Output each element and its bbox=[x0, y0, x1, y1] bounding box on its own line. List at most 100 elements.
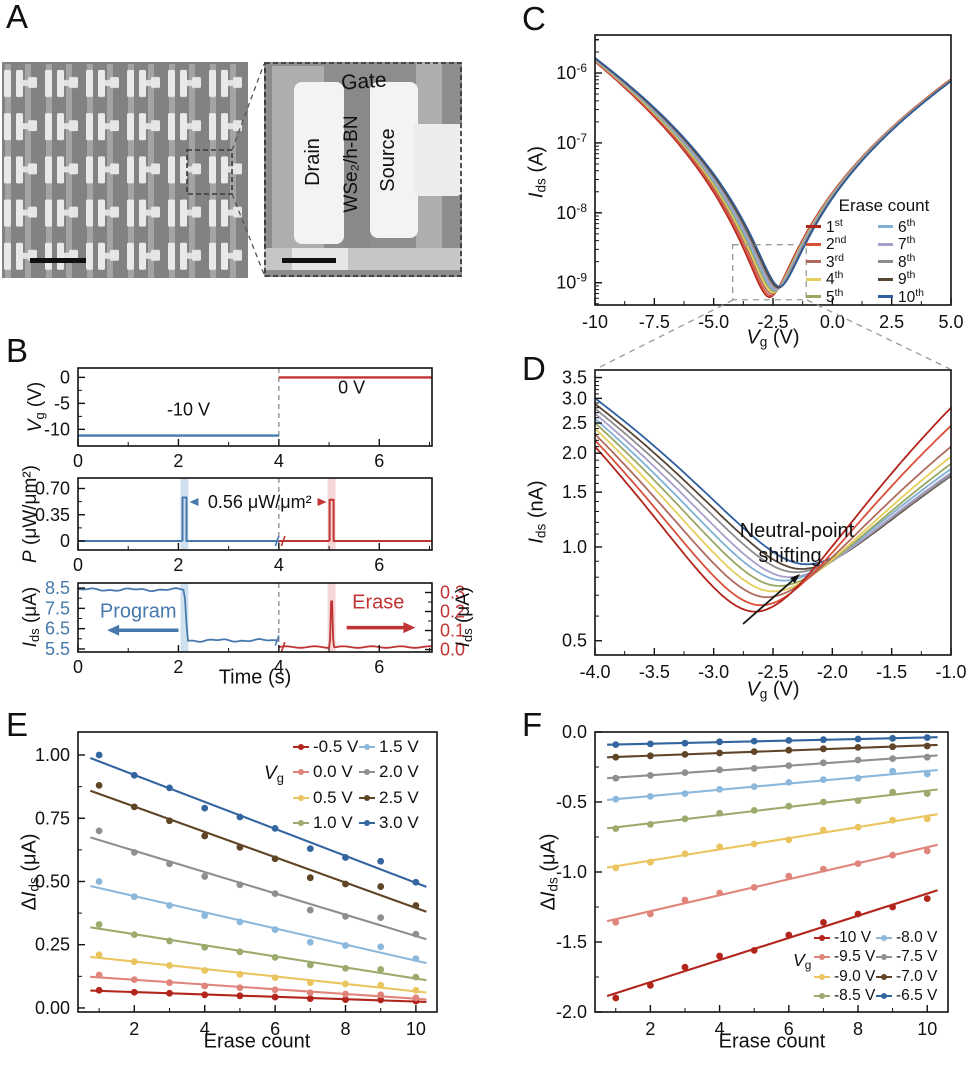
data-point bbox=[236, 948, 244, 956]
data-point bbox=[785, 762, 793, 769]
legend-marker bbox=[359, 767, 375, 777]
tick-label: 0.1 bbox=[440, 621, 465, 641]
legend-item: 8th bbox=[878, 252, 962, 272]
data-point bbox=[889, 755, 897, 762]
f-vg-legend-title: Vg bbox=[793, 950, 812, 973]
tick-label: -2.5 bbox=[757, 662, 788, 682]
gate-label: Gate bbox=[340, 68, 387, 94]
legend-label: -10 V bbox=[834, 928, 872, 946]
data-point bbox=[377, 981, 385, 989]
arrow-head bbox=[317, 498, 327, 506]
legend-item: 1.0 V bbox=[293, 813, 359, 833]
data-point bbox=[130, 771, 138, 779]
data-point bbox=[412, 878, 420, 886]
tick-label: 6 bbox=[270, 1019, 280, 1039]
data-point bbox=[130, 893, 138, 901]
legend-marker bbox=[876, 972, 892, 982]
tick-label: 2 bbox=[173, 657, 183, 677]
legend-color-swatch bbox=[806, 277, 821, 281]
data-point bbox=[750, 748, 758, 755]
legend-marker bbox=[293, 742, 309, 752]
data-point bbox=[306, 979, 314, 987]
legend-label: 0.0 V bbox=[313, 762, 353, 782]
data-point bbox=[95, 781, 103, 789]
legend-item: -6.5 V bbox=[876, 987, 944, 1005]
b3-y-axis-label-left: Ids (μA) bbox=[19, 586, 43, 648]
data-point bbox=[716, 749, 723, 757]
data-point bbox=[785, 836, 793, 844]
data-point bbox=[785, 737, 793, 744]
legend-label: 3rd bbox=[826, 251, 844, 271]
series-line bbox=[181, 496, 279, 542]
tick-label: -2.0 bbox=[817, 662, 848, 682]
data-point bbox=[681, 751, 689, 758]
legend-color-swatch bbox=[878, 242, 893, 246]
legend-item: 2.5 V bbox=[359, 788, 431, 808]
legend-color-swatch bbox=[878, 295, 893, 299]
e-vg-legend: -0.5 V 1.5 V 0.0 V 2.0 V 0.5 V 2.5 V 1.0 V 3.0 … bbox=[293, 734, 431, 836]
legend-item: 9th bbox=[878, 269, 962, 289]
tick-label: 0.50 bbox=[35, 871, 70, 891]
tick-label: 0.25 bbox=[35, 935, 70, 955]
legend-label: 2nd bbox=[826, 234, 847, 254]
tick-label: -10 bbox=[44, 419, 70, 439]
tick-label: -1.5 bbox=[876, 662, 907, 682]
data-point bbox=[306, 874, 314, 882]
legend-label: 5th bbox=[826, 286, 844, 306]
tick-label: 0.70 bbox=[35, 479, 70, 499]
data-point bbox=[201, 873, 209, 880]
tick-label: 6 bbox=[784, 1019, 794, 1039]
tick-label: 4 bbox=[274, 657, 284, 677]
data-point bbox=[716, 952, 723, 960]
zoomed-transfer-curves: -4.0 -3.5 -3.0 -2.5 -2.0 -1.5 -1.0 3.53.0 2.5 2.0… bbox=[562, 368, 967, 682]
data-point bbox=[306, 938, 314, 946]
e-x-axis-label: Erase count bbox=[203, 1030, 311, 1053]
channel-label: WSe₂/h-BN bbox=[341, 115, 362, 212]
legend-label: 2.5 V bbox=[379, 787, 419, 807]
series-line bbox=[328, 498, 432, 542]
data-point bbox=[306, 845, 314, 853]
legend-label: -9.0 V bbox=[834, 967, 876, 985]
tick-label: 8 bbox=[853, 1019, 863, 1039]
legend-label: 0.5 V bbox=[313, 787, 353, 807]
tick-label: 6 bbox=[374, 555, 384, 575]
tick-label: 8.5 bbox=[45, 578, 70, 598]
b2-y-axis-label: P (μW/μm²) bbox=[20, 465, 41, 563]
series-line bbox=[90, 975, 427, 1001]
tick-label: 5.0 bbox=[938, 312, 963, 332]
data-point bbox=[646, 821, 654, 828]
tick-label: 0.0 bbox=[820, 312, 845, 332]
series-line bbox=[594, 425, 952, 607]
data-point bbox=[201, 943, 209, 951]
tick-label: -7.5 bbox=[639, 312, 670, 332]
data-point bbox=[750, 783, 758, 790]
scale-bar bbox=[282, 258, 336, 263]
legend-item: 2nd bbox=[806, 234, 878, 254]
data-point bbox=[646, 740, 654, 748]
tick-label: -1.5 bbox=[556, 932, 587, 952]
data-point bbox=[166, 962, 173, 969]
log-tick-label: 10-6 bbox=[556, 61, 587, 83]
legend-item: 4th bbox=[806, 269, 878, 289]
data-point bbox=[130, 958, 138, 966]
series-line bbox=[594, 418, 952, 582]
tick-label: 8 bbox=[340, 1019, 350, 1039]
data-point bbox=[889, 734, 897, 742]
tick-label: 7.5 bbox=[45, 598, 70, 618]
legend-item: 7th bbox=[878, 234, 962, 254]
data-point bbox=[716, 889, 723, 897]
f-y-axis-label: ΔIds (μA) bbox=[537, 833, 561, 911]
data-point bbox=[681, 790, 689, 797]
data-point bbox=[716, 766, 723, 774]
data-point bbox=[889, 743, 897, 751]
legend-marker bbox=[814, 972, 830, 982]
device-array-pattern bbox=[2, 64, 248, 278]
sem-device-image: Gate Drain WSe₂/h-BN Source bbox=[264, 62, 462, 277]
b1-y-axis-label: Vg (V) bbox=[24, 381, 48, 433]
data-point bbox=[95, 827, 103, 835]
data-point bbox=[646, 793, 654, 800]
legend-item: -9.0 V bbox=[814, 968, 876, 986]
source-label: Source bbox=[377, 128, 399, 191]
data-point bbox=[612, 774, 620, 782]
f-x-axis-label: Erase count bbox=[718, 1030, 826, 1053]
